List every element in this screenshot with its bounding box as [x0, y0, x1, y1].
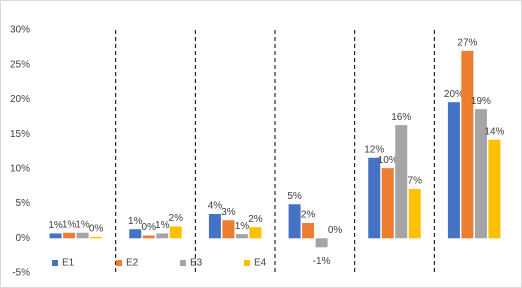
data-label: 27% — [457, 37, 477, 48]
bar — [90, 236, 103, 239]
bar — [381, 168, 394, 239]
bar — [408, 188, 421, 239]
y-tick-label: 5% — [16, 198, 31, 209]
legend-swatch — [52, 260, 58, 266]
bar — [288, 204, 301, 239]
data-label: 1% — [235, 221, 250, 232]
bar — [169, 226, 182, 239]
bar — [129, 229, 142, 239]
y-tick-label: 25% — [10, 59, 30, 70]
bar — [368, 157, 381, 239]
y-tick-label: 0% — [16, 233, 31, 244]
legend-swatch — [116, 260, 122, 266]
legend-label: E2 — [126, 258, 139, 269]
bar — [395, 125, 408, 239]
bar — [63, 232, 76, 239]
y-tick-label: 15% — [10, 129, 30, 140]
bar — [461, 50, 474, 239]
y-tick-label: 20% — [10, 94, 30, 105]
legend-label: E3 — [190, 258, 203, 269]
bar — [302, 223, 315, 239]
data-label: 3% — [221, 207, 236, 218]
data-label: 5% — [287, 191, 302, 202]
y-tick-label: -5% — [12, 268, 30, 279]
bar — [156, 233, 169, 239]
legend-swatch — [180, 260, 186, 266]
legend-swatch — [244, 260, 250, 266]
data-label: 19% — [471, 96, 491, 107]
bar — [474, 109, 487, 239]
data-label: 1% — [75, 219, 90, 230]
data-label: -1% — [313, 256, 331, 267]
data-label: 0% — [89, 224, 104, 235]
bar — [249, 227, 262, 239]
y-tick-label: 30% — [10, 25, 30, 36]
data-label: 12% — [364, 144, 384, 155]
data-label: 14% — [484, 126, 504, 137]
legend-label: E4 — [254, 258, 267, 269]
legend-label: E1 — [62, 258, 75, 269]
data-label: 20% — [444, 89, 464, 100]
bar — [315, 238, 328, 248]
data-label: 2% — [301, 210, 316, 221]
data-label: 1% — [128, 216, 143, 227]
data-label: 4% — [208, 201, 223, 212]
bar — [447, 102, 460, 239]
bar — [208, 213, 221, 239]
data-label: 10% — [378, 155, 398, 166]
bar — [49, 233, 62, 239]
y-tick-label: 10% — [10, 163, 30, 174]
data-label: 16% — [391, 112, 411, 123]
bar — [76, 232, 89, 239]
data-label: 0% — [142, 222, 157, 233]
data-label: 1% — [62, 219, 77, 230]
bar — [235, 234, 248, 239]
data-label: 0% — [328, 225, 343, 236]
data-label: 1% — [48, 220, 63, 231]
data-label: 2% — [169, 213, 184, 224]
data-label: 1% — [155, 220, 170, 231]
bar — [142, 235, 155, 239]
data-label: 2% — [248, 214, 263, 225]
data-label: 7% — [408, 176, 423, 187]
bar — [222, 220, 235, 239]
bar — [488, 139, 501, 239]
